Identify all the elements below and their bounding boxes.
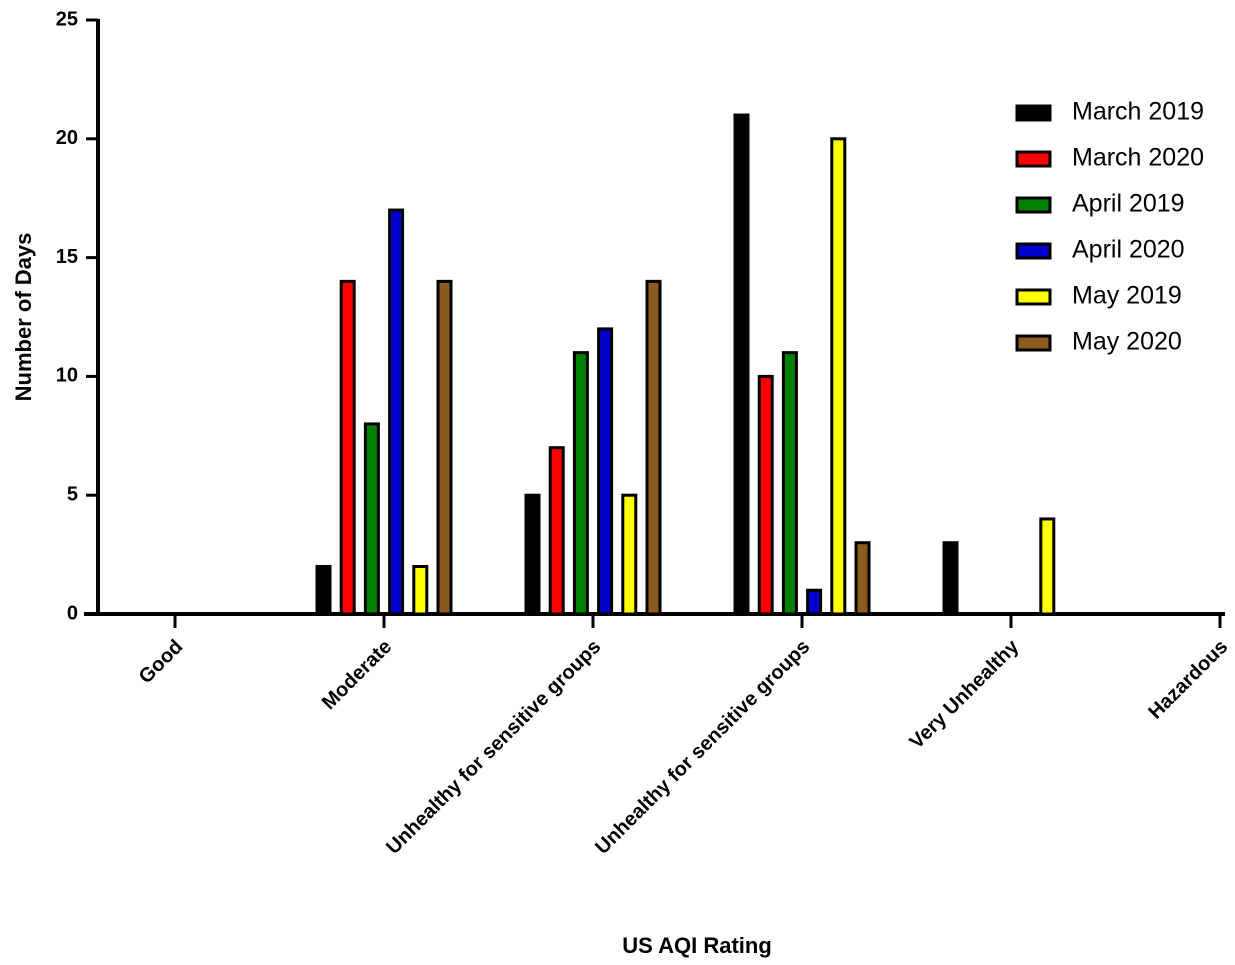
- bar: [524, 493, 541, 616]
- y-tick-label: 10: [56, 365, 78, 387]
- bar: [645, 279, 662, 616]
- bar: [942, 541, 959, 616]
- x-tick-label: Good: [135, 636, 187, 688]
- x-tick-label: Hazardous: [1144, 636, 1232, 724]
- bar: [854, 541, 871, 616]
- legend-swatch: [1015, 104, 1052, 122]
- legend-label: May 2020: [1072, 328, 1182, 356]
- bar: [436, 279, 453, 616]
- bar: [315, 564, 332, 616]
- bar: [621, 493, 638, 616]
- bar: [733, 113, 750, 616]
- legend-label: April 2019: [1072, 190, 1185, 218]
- bar: [806, 588, 823, 616]
- legend-label: March 2019: [1072, 98, 1204, 126]
- bar: [1039, 517, 1056, 616]
- bar: [597, 327, 614, 616]
- bar: [339, 279, 356, 616]
- y-axis-title: Number of Days: [11, 233, 36, 402]
- x-axis-title: US AQI Rating: [622, 933, 772, 958]
- y-tick-label: 15: [56, 246, 78, 268]
- bar: [757, 374, 774, 616]
- legend-swatch: [1015, 288, 1052, 306]
- legend-label: May 2019: [1072, 282, 1182, 310]
- y-tick-label: 0: [67, 602, 78, 624]
- legend-label: April 2020: [1072, 236, 1185, 264]
- bar: [412, 564, 429, 616]
- x-tick-label: Moderate: [318, 636, 396, 714]
- legend-swatch: [1015, 196, 1052, 214]
- x-tick-label: Unhealthy for sensitive groups: [591, 636, 814, 859]
- y-tick-label: 20: [56, 127, 78, 149]
- bar: [830, 137, 847, 616]
- bar: [363, 422, 380, 616]
- legend-swatch: [1015, 242, 1052, 260]
- bar: [548, 446, 565, 616]
- legend-swatch: [1015, 334, 1052, 352]
- x-tick-label: Very Unhealthy: [906, 635, 1024, 753]
- bar: [572, 351, 589, 616]
- y-tick-label: 25: [56, 8, 78, 30]
- y-tick-label: 5: [67, 483, 78, 505]
- legend-swatch: [1015, 150, 1052, 168]
- x-tick-label: Unhealthy for sensitive groups: [382, 636, 605, 859]
- bar: [388, 208, 405, 616]
- bar: [781, 351, 798, 616]
- legend-label: March 2020: [1072, 144, 1204, 172]
